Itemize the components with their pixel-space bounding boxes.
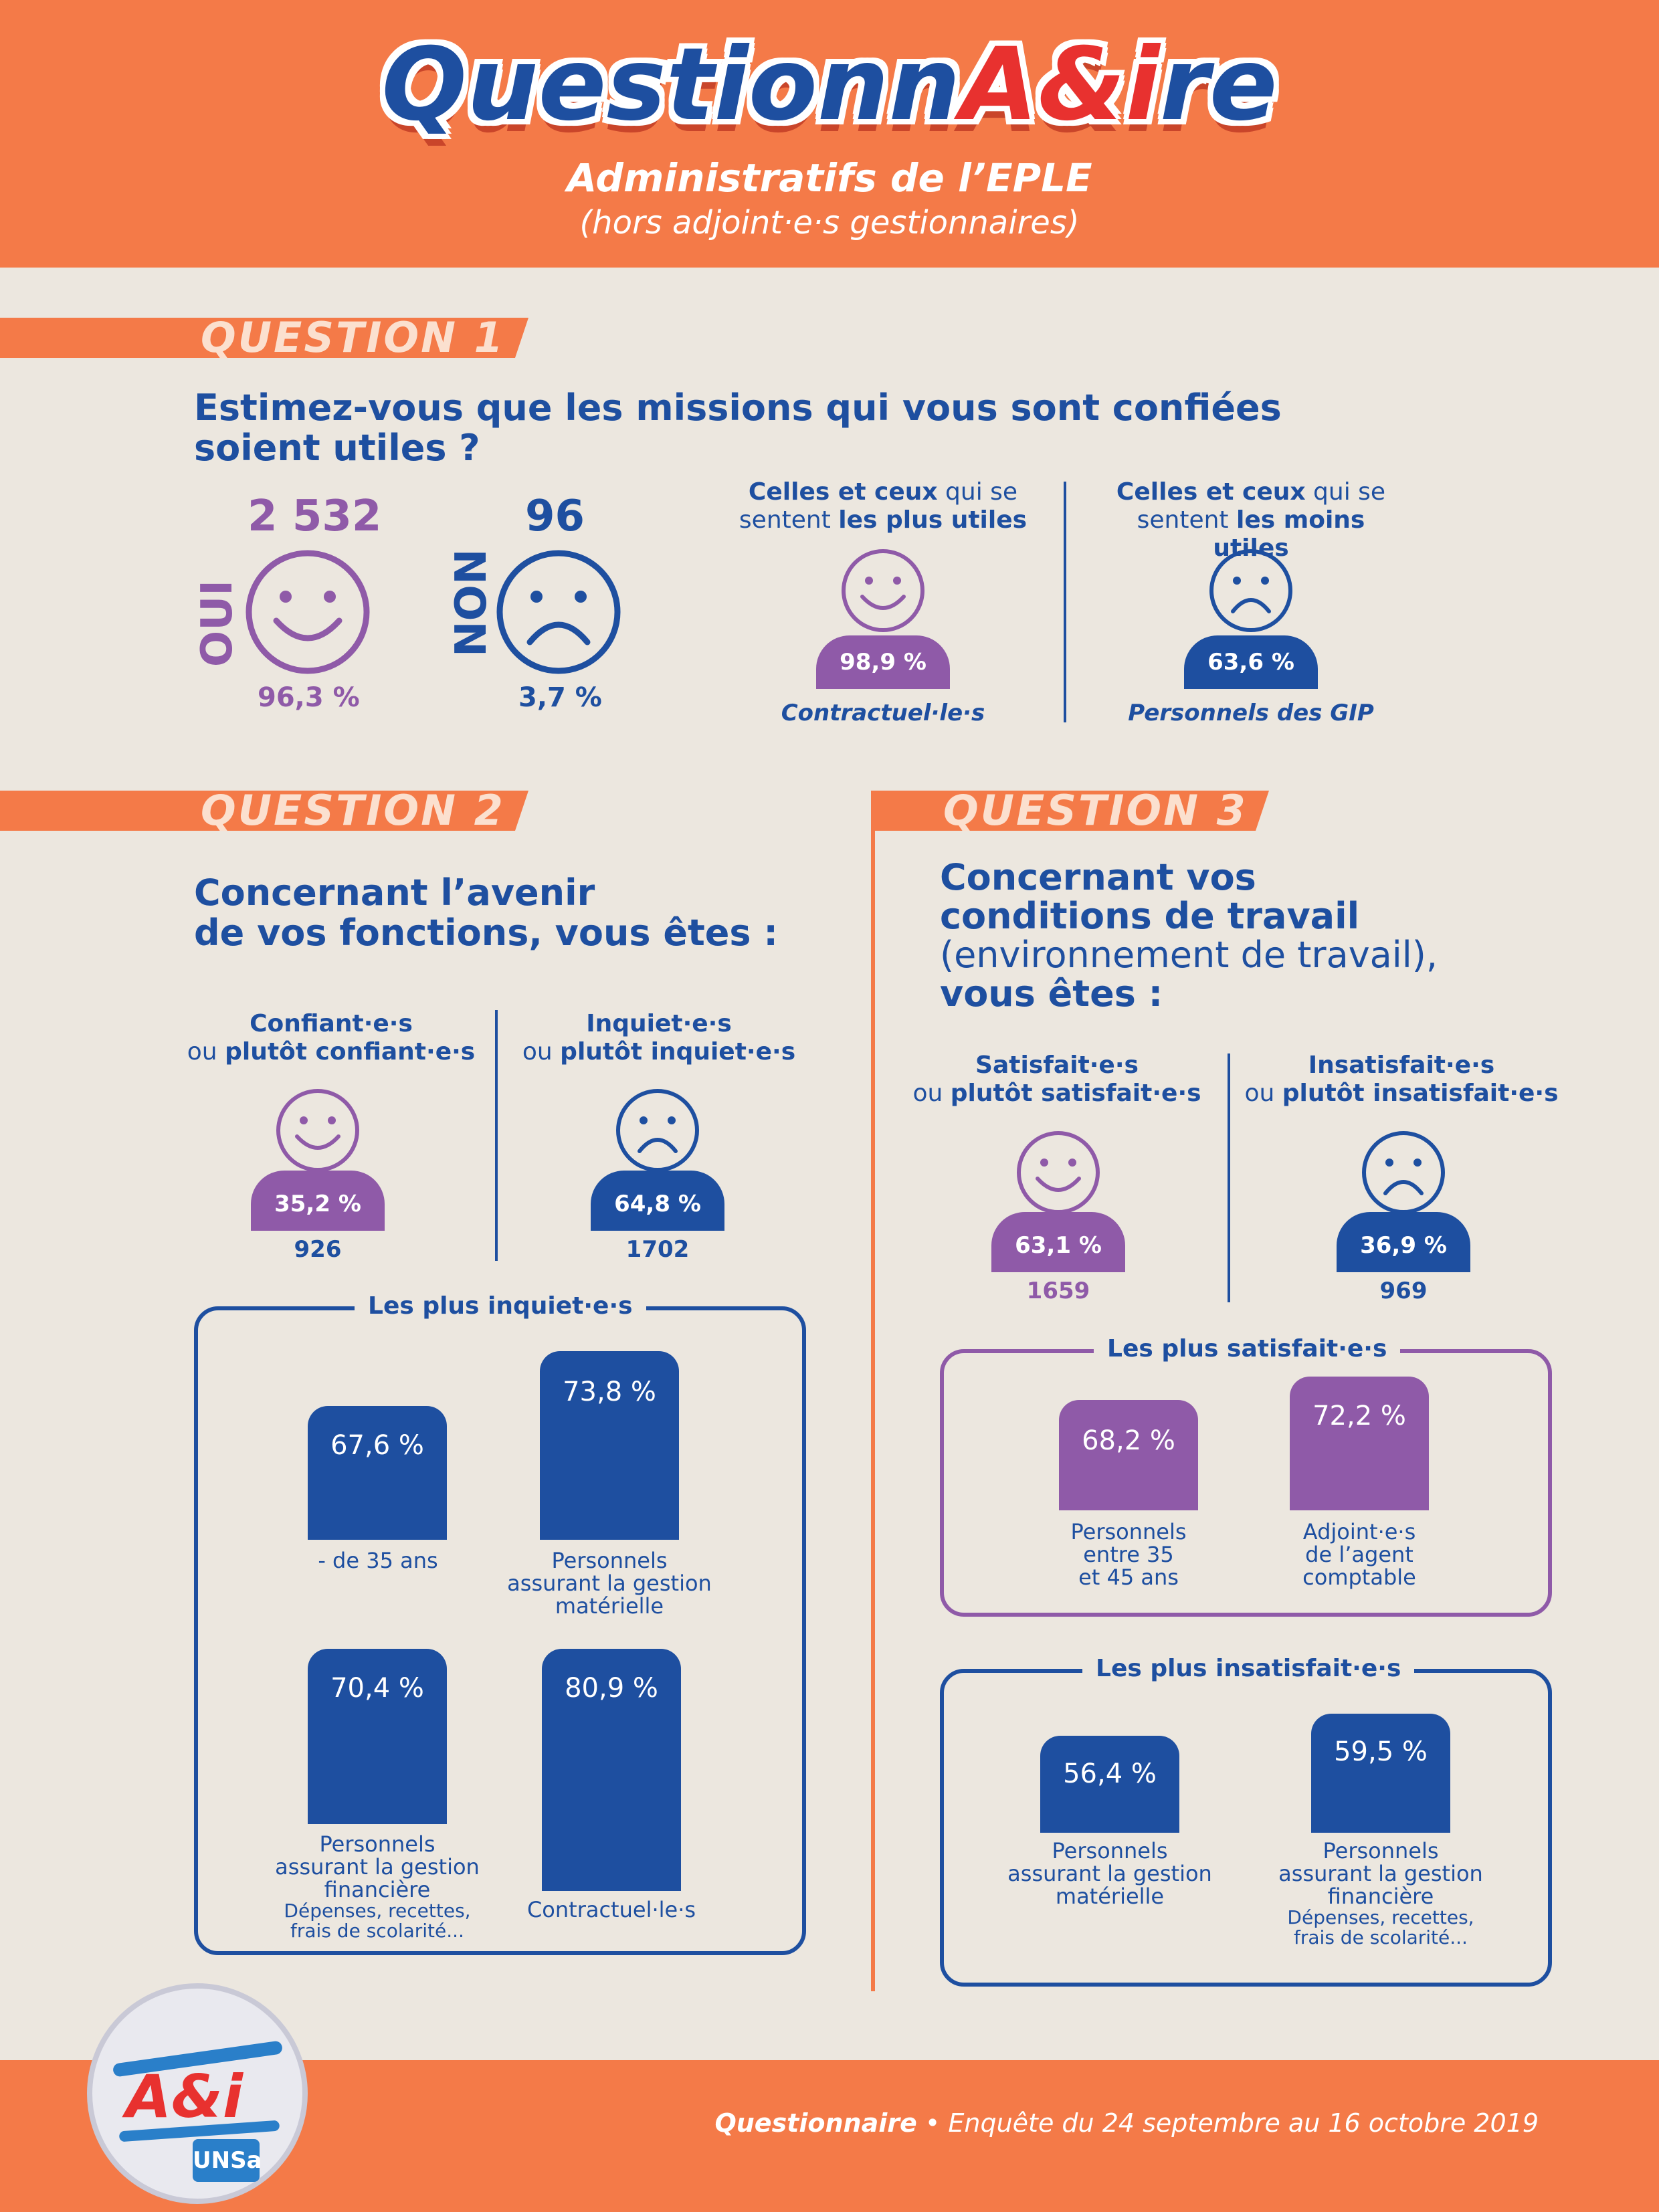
bar-accountant-deputies-label: Adjoint·e·s de l’agent comptable (1302, 1519, 1416, 1590)
q3-positive-count: 1659 (1026, 1278, 1090, 1304)
bar-insat-material-management-label: Personnels assurant la gestion matérielle (1007, 1838, 1212, 1909)
oui-count: 2 532 (248, 492, 382, 541)
q3-positive-percent: 63,1 % (991, 1212, 1125, 1272)
q3-negative-count: 969 (1379, 1278, 1428, 1304)
q3-positive-caption: Satisfait·e·s ou plutôt satisfait·e·s (912, 1051, 1201, 1107)
q3-negative-percent: 36,9 % (1337, 1212, 1470, 1272)
question-3-rule (871, 791, 875, 1991)
question-2-band (0, 791, 528, 831)
ai-unsa-logo: A&i UNSa (87, 1983, 308, 2204)
least-useful-percent: 63,6 % (1184, 635, 1318, 689)
happy-face-icon (246, 550, 370, 674)
questionnaire-logo: QuestionnA&ire (381, 27, 1278, 143)
bar-insat-material-management: 56,4 % (1040, 1736, 1179, 1833)
question-1-text: Estimez-vous que les missions qui vous s… (194, 387, 1282, 469)
most-useful-caption: Celles et ceux qui se sentent les plus u… (739, 478, 1028, 534)
bar-material-management-label: Personnels assurant la gestion matérielle (507, 1548, 712, 1619)
sad-face-icon (616, 1089, 699, 1172)
sad-face-icon (1209, 549, 1292, 632)
divider (495, 1010, 498, 1261)
most-unsatisfied-title: Les plus insatisfait·e·s (1082, 1655, 1415, 1682)
least-useful-group: Personnels des GIP (1128, 700, 1374, 726)
bar-contract-staff: 80,9 % (542, 1649, 681, 1891)
question-3-text: Concernant vos conditions de travail (en… (940, 856, 1438, 1015)
oui-label: OUI (193, 579, 242, 668)
q2-negative-count: 1702 (625, 1236, 690, 1263)
bar-financial-management: 70,4 % (308, 1649, 447, 1824)
divider (1064, 482, 1066, 722)
ai-logo-text: A&i (126, 2062, 243, 2131)
most-satisfied-title: Les plus satisfait·e·s (1094, 1335, 1401, 1363)
unsa-logo: UNSa (193, 2139, 262, 2182)
non-label: NON (447, 548, 496, 657)
page-subtitle: Administratifs de l’EPLE (567, 155, 1092, 201)
bar-material-management: 73,8 % (540, 1351, 679, 1540)
question-3-label: QUESTION 3 (943, 786, 1248, 835)
bar-contract-staff-label: Contractuel·le·s (526, 1897, 696, 1922)
bar-age-35-45-label: Personnels entre 35 et 45 ans (1070, 1519, 1187, 1590)
q2-positive-caption: Confiant·e·s ou plutôt confiant·e·s (187, 1010, 476, 1066)
non-count: 96 (525, 492, 585, 541)
most-useful-percent: 98,9 % (816, 635, 950, 689)
bar-under-35: 67,6 % (308, 1406, 447, 1540)
q2-positive-count: 926 (294, 1236, 342, 1263)
non-percent: 3,7 % (518, 682, 602, 713)
footer-text: Questionnaire • Enquête du 24 septembre … (714, 2108, 1539, 2138)
bar-accountant-deputies: 72,2 % (1290, 1377, 1429, 1510)
most-worried-title: Les plus inquiet·e·s (355, 1292, 646, 1320)
least-useful-caption: Celles et ceux qui se sentent les moins … (1116, 478, 1386, 562)
bar-insat-financial-management: 59,5 % (1311, 1714, 1450, 1833)
sad-face-icon (496, 550, 621, 674)
q2-negative-caption: Inquiet·e·s ou plutôt inquiet·e·s (522, 1010, 796, 1066)
q3-negative-caption: Insatisfait·e·s ou plutôt insatisfait·e·s (1244, 1051, 1559, 1107)
happy-face-icon (1017, 1131, 1100, 1214)
bar-age-35-45: 68,2 % (1059, 1400, 1198, 1510)
most-useful-group: Contractuel·le·s (781, 700, 985, 726)
sad-face-icon (1362, 1131, 1445, 1214)
bar-financial-management-label: Personnels assurant la gestion financière … (275, 1831, 480, 1942)
question-2-label: QUESTION 2 (201, 786, 505, 835)
bar-insat-financial-management-label: Personnels assurant la gestion financière … (1278, 1838, 1483, 1948)
question-3-band (871, 791, 1269, 831)
header-banner (0, 0, 1659, 268)
happy-face-icon (276, 1089, 359, 1172)
question-1-band (0, 318, 528, 358)
bar-under-35-label: - de 35 ans (318, 1548, 438, 1573)
page-subtitle-note: (hors adjoint·e·s gestionnaires) (579, 204, 1080, 241)
oui-percent: 96,3 % (258, 682, 360, 713)
divider (1228, 1053, 1230, 1302)
question-2-text: Concernant l’avenir de vos fonctions, vou… (194, 872, 778, 954)
question-1-label: QUESTION 1 (201, 313, 505, 362)
q2-negative-percent: 64,8 % (591, 1171, 724, 1231)
happy-face-icon (842, 549, 924, 632)
q2-positive-percent: 35,2 % (251, 1171, 385, 1231)
